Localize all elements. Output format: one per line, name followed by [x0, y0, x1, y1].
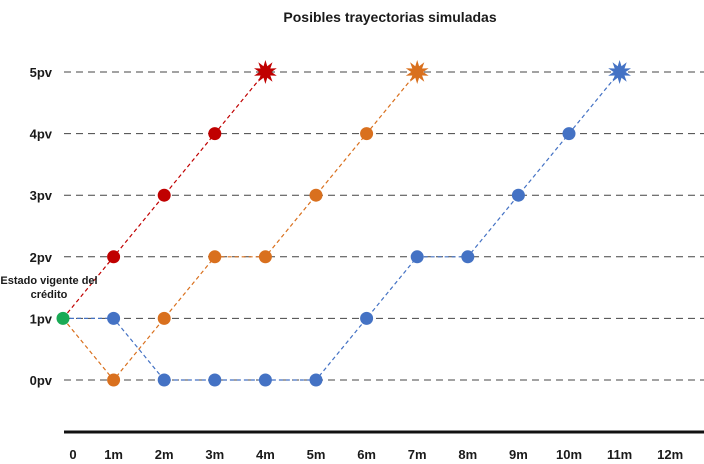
chart-title: Posibles trayectorias simuladas	[283, 9, 496, 25]
series-2-point-1	[107, 311, 121, 325]
series-1-point-5	[309, 188, 323, 202]
series-2-point-3	[208, 373, 222, 387]
series-2-end-marker	[608, 60, 631, 84]
y-tick-0pv: 0pv	[30, 373, 53, 388]
x-tick-labels: 0 1m 2m 3m 4m 5m 6m 7m 8m 9m 10m 11m 12m	[69, 447, 683, 462]
annotation-0-line-1: crédito	[31, 289, 68, 301]
series-0-point-2	[157, 188, 171, 202]
series-1-point-3	[208, 250, 222, 264]
x-tick-7m: 7m	[408, 447, 427, 462]
annotation-0-line-0: Estado vigente del	[0, 275, 97, 287]
series-2-point-2	[157, 373, 171, 387]
x-tick-11m: 11m	[607, 447, 632, 462]
series-lines	[62, 71, 621, 381]
series-2-point-4	[258, 373, 272, 387]
y-tick-labels: 0pv 1pv 2pv 3pv 4pv 5pv	[30, 65, 53, 388]
x-tick-6m: 6m	[357, 447, 376, 462]
x-tick-4m: 4m	[256, 447, 275, 462]
series-2-point-5	[309, 373, 323, 387]
series-1-point-2	[157, 311, 171, 325]
series-2-point-10	[562, 127, 576, 141]
series-2-point-9	[511, 188, 525, 202]
series-0-end-marker	[254, 60, 277, 84]
series-1-point-6	[360, 127, 374, 141]
series-0-point-1	[107, 250, 121, 264]
x-tick-3m: 3m	[205, 447, 224, 462]
series-2-point-8	[461, 250, 475, 264]
x-tick-9m: 9m	[509, 447, 528, 462]
start-point	[56, 311, 70, 325]
series-0-point-3	[208, 127, 222, 141]
series-1-point-4	[258, 250, 272, 264]
grid-lines	[64, 71, 704, 381]
annotation: Estado vigente del crédito	[0, 275, 97, 301]
x-tick-10m: 10m	[556, 447, 582, 462]
x-tick-2m: 2m	[155, 447, 174, 462]
y-tick-5pv: 5pv	[30, 65, 53, 80]
series-points	[56, 60, 631, 387]
series-1-point-1	[107, 373, 121, 387]
series-2-point-6	[360, 311, 374, 325]
y-tick-2pv: 2pv	[30, 250, 53, 265]
y-tick-3pv: 3pv	[30, 188, 53, 203]
y-tick-4pv: 4pv	[30, 127, 53, 142]
series-1-line	[62, 71, 418, 381]
x-tick-5m: 5m	[307, 447, 326, 462]
annotation-0: Estado vigente del crédito	[0, 275, 97, 301]
x-tick-1m: 1m	[104, 447, 123, 462]
series-1-end-marker	[405, 60, 429, 84]
x-tick-0: 0	[69, 447, 76, 462]
y-tick-1pv: 1pv	[30, 311, 53, 326]
x-tick-12m: 12m	[657, 447, 683, 462]
series-2-line	[63, 71, 621, 381]
x-tick-8m: 8m	[458, 447, 477, 462]
series-2-point-7	[410, 250, 424, 264]
